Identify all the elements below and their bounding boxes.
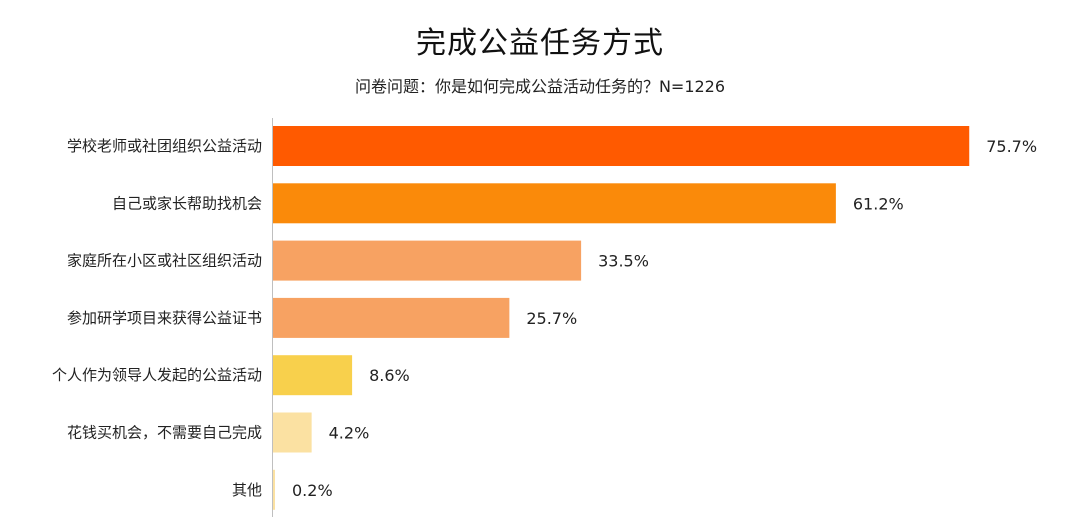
category-label-6: 其他 — [232, 481, 262, 499]
value-label-6: 0.2% — [292, 481, 333, 500]
value-labels-group: 75.7% 61.2% 33.5% 25.7% 8.6% 4.2% 0.2% — [292, 137, 1037, 500]
bar-1 — [273, 183, 836, 224]
category-label-3: 参加研学项目来获得公益证书 — [67, 309, 262, 327]
value-label-2: 33.5% — [598, 252, 649, 271]
chart-title: 完成公益任务方式 — [416, 26, 664, 61]
category-label-4: 个人作为领导人发起的公益活动 — [52, 366, 262, 384]
value-label-5: 4.2% — [329, 424, 370, 443]
bar-4 — [273, 355, 353, 396]
value-label-0: 75.7% — [986, 137, 1037, 156]
category-label-0: 学校老师或社团组织公益活动 — [67, 137, 262, 155]
category-label-5: 花钱买机会，不需要自己完成 — [67, 424, 262, 442]
bar-3 — [273, 297, 510, 338]
value-label-3: 25.7% — [526, 309, 577, 328]
value-label-4: 8.6% — [369, 366, 410, 385]
bar-6 — [273, 469, 275, 510]
category-label-2: 家庭所在小区或社区组织活动 — [67, 252, 262, 270]
value-label-1: 61.2% — [853, 194, 904, 213]
category-labels-group: 学校老师或社团组织公益活动自己或家长帮助找机会家庭所在小区或社区组织活动参加研学… — [52, 137, 262, 499]
bar-2 — [273, 240, 582, 281]
bar-5 — [273, 412, 312, 453]
bars-group — [273, 126, 970, 510]
chart-subtitle: 问卷问题：你是如何完成公益活动任务的？N=1226 — [354, 77, 726, 96]
category-label-1: 自己或家长帮助找机会 — [112, 194, 262, 212]
bar-0 — [273, 126, 970, 166]
